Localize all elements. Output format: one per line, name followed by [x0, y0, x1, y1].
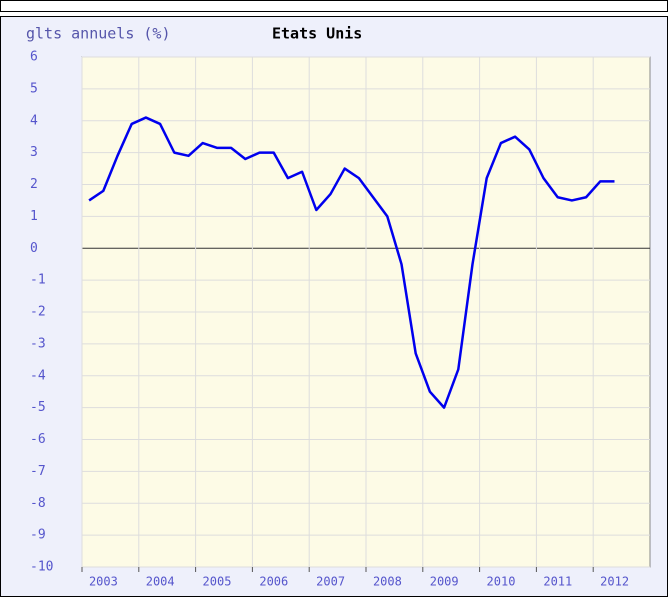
x-tick-label: 2010	[487, 575, 516, 589]
chart-subtitle: Etats Unis	[272, 25, 362, 43]
y-tick-label: -9	[30, 528, 46, 543]
line	[88, 116, 615, 409]
x-tick-label: 2012	[600, 575, 629, 589]
x-tick-label: 2007	[316, 575, 345, 589]
y-tick-label: -1	[30, 273, 46, 288]
y-tick-label: 3	[30, 145, 38, 160]
y-tick-label: -10	[30, 560, 53, 575]
y-tick-label: 5	[30, 81, 38, 96]
y-tick-label: -8	[30, 496, 46, 511]
y-tick-label: 0	[30, 241, 38, 256]
y-tick-label: -6	[30, 432, 46, 447]
y-tick-label: 1	[30, 209, 38, 224]
y-tick-label: 6	[30, 50, 38, 65]
y-tick-label: 2	[30, 177, 38, 192]
y-tick-label: -7	[30, 464, 46, 479]
x-tick-label: 2011	[543, 575, 572, 589]
x-tick-label: 2004	[146, 575, 175, 589]
x-tick-label: 2006	[259, 575, 288, 589]
x-tick-label: 2009	[430, 575, 459, 589]
top-bar	[0, 0, 668, 12]
x-tick-label: 2008	[373, 575, 402, 589]
y-tick-label: -3	[30, 336, 46, 351]
y-tick-label: 4	[30, 113, 38, 128]
y-tick-label: -4	[30, 368, 46, 383]
x-tick-label: 2003	[89, 575, 118, 589]
x-tick-label: 2005	[203, 575, 232, 589]
y-tick-label: -5	[30, 400, 46, 415]
chart-title: glts annuels (%)	[26, 25, 171, 43]
y-tick-label: -2	[30, 305, 46, 320]
